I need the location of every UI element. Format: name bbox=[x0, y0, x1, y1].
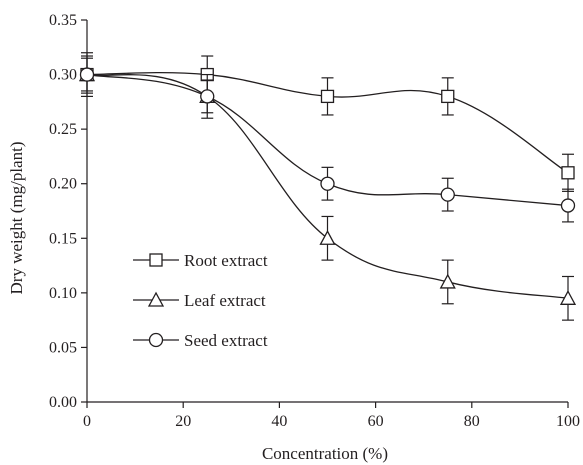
series-square bbox=[80, 55, 575, 192]
legend-entry: Seed extract bbox=[133, 331, 268, 350]
x-tick-label: 100 bbox=[556, 413, 580, 430]
data-point-square bbox=[561, 166, 575, 180]
series-layer bbox=[78, 52, 577, 321]
y-tick-label: 0.35 bbox=[49, 12, 77, 29]
x-tick-label: 20 bbox=[175, 413, 191, 430]
data-point-circle bbox=[560, 198, 576, 213]
data-point-square bbox=[441, 89, 455, 104]
y-tick-label: 0.00 bbox=[49, 394, 77, 411]
legend-marker-triangle bbox=[147, 291, 165, 307]
y-tick-label: 0.10 bbox=[49, 285, 77, 302]
legend-entry: Root extract bbox=[133, 251, 268, 270]
data-point-square bbox=[320, 89, 335, 104]
data-point-circle bbox=[200, 89, 215, 104]
axes: 0.00 0.05 0.10 0.15 0.20 0.25 0.30 0.35 0 20 40 60 8… bbox=[49, 12, 580, 430]
legend-label: Root extract bbox=[184, 251, 268, 270]
y-tick-label: 0.15 bbox=[49, 230, 77, 247]
y-tick-label: 0.05 bbox=[49, 339, 77, 356]
y-axis-title: Dry weight (mg/plant) bbox=[7, 142, 26, 295]
legend: Root extract Leaf extract Seed extract bbox=[133, 251, 268, 350]
data-point-circle bbox=[79, 67, 95, 82]
legend-marker-square bbox=[149, 253, 163, 267]
series-circle bbox=[79, 57, 576, 223]
y-tick-label: 0.30 bbox=[49, 67, 77, 84]
x-tick-label: 80 bbox=[464, 413, 480, 430]
data-point-triangle bbox=[319, 229, 336, 245]
data-point-circle bbox=[320, 176, 335, 191]
data-point-triangle bbox=[559, 289, 577, 305]
x-tick-label: 40 bbox=[271, 413, 287, 430]
y-tick-label: 0.20 bbox=[49, 176, 77, 193]
data-point-triangle bbox=[439, 273, 456, 289]
legend-marker-circle bbox=[148, 332, 164, 348]
legend-entry: Leaf extract bbox=[133, 291, 266, 310]
legend-label: Seed extract bbox=[184, 331, 268, 350]
x-axis-title: Concentration (%) bbox=[262, 444, 388, 463]
data-point-circle bbox=[440, 187, 455, 202]
x-tick-label: 0 bbox=[83, 413, 91, 430]
y-tick-label: 0.25 bbox=[49, 121, 77, 138]
legend-label: Leaf extract bbox=[184, 291, 266, 310]
x-tick-label: 60 bbox=[368, 413, 384, 430]
